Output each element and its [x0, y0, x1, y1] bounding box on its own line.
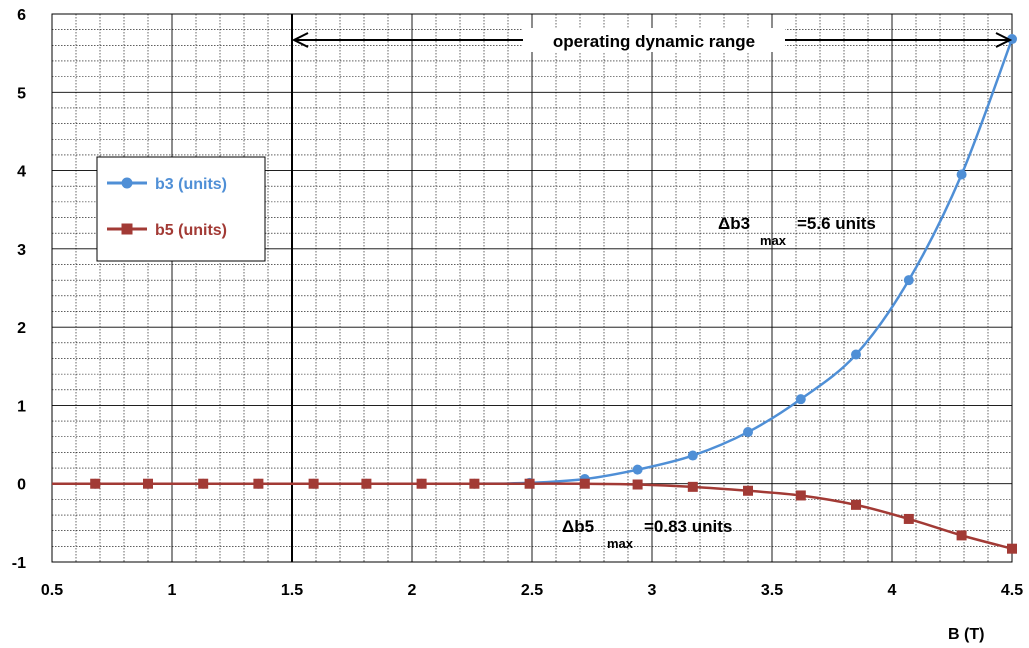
legend-b5-label: b5 (units): [155, 222, 227, 239]
legend-b5-marker: [121, 223, 133, 235]
x-tick-label: 3: [648, 582, 657, 599]
b5-point: [143, 478, 153, 489]
b5-annotation-sub: max: [607, 536, 634, 551]
y-tick-label: 4: [17, 164, 26, 181]
series-layer: [52, 34, 1017, 554]
b3-point: [687, 450, 698, 461]
b5-point: [687, 481, 698, 492]
grid: [52, 14, 1012, 562]
y-tick-label: 6: [17, 7, 26, 24]
y-tick-label: -1: [12, 555, 26, 572]
legend-b3-label: b3 (units): [155, 176, 227, 193]
x-tick-labels: 0.5 1 1.5 2 2.5 3 3.5 4 4.5: [41, 582, 1023, 599]
x-tick-label: 2: [408, 582, 417, 599]
b3-point: [743, 427, 753, 438]
b5-point: [795, 490, 806, 501]
y-tick-label: 1: [17, 398, 26, 415]
b3-point: [1007, 34, 1017, 45]
x-tick-label: 0.5: [41, 582, 63, 599]
dynamic-range-annotation: operating dynamic range: [291, 28, 1013, 52]
b5-point: [743, 485, 753, 496]
b5-point: [90, 478, 101, 489]
b3-point: [956, 169, 967, 180]
b3-point: [903, 275, 914, 286]
b5-point: [1007, 543, 1017, 554]
b3-annotation: Δb3 max =5.6 units: [718, 214, 876, 248]
plot-frame: [51, 13, 1013, 563]
y-tick-label: 3: [17, 242, 26, 259]
b3-point: [795, 394, 806, 405]
b3-annotation-main: Δb3: [718, 214, 750, 233]
y-tick-label: 2: [17, 320, 26, 337]
b3-point: [632, 464, 643, 475]
x-tick-label: 4: [888, 582, 897, 599]
x-tick-label: 1.5: [281, 582, 303, 599]
legend: b3 (units) b5 (units): [96, 156, 266, 262]
x-axis-label: B (T): [948, 626, 984, 643]
b5-annotation-main: Δb5: [562, 517, 594, 536]
x-tick-label: 4.5: [1001, 582, 1023, 599]
b5-annotation: Δb5 max =0.83 units: [562, 517, 732, 551]
b5-point: [851, 499, 861, 510]
x-tick-label: 3.5: [761, 582, 783, 599]
b5-point: [198, 478, 209, 489]
y-tick-label: 5: [17, 85, 26, 102]
y-tick-label: 0: [17, 477, 26, 494]
range-label: operating dynamic range: [553, 32, 755, 51]
b5-point: [632, 479, 643, 490]
b3-annotation-value: =5.6 units: [797, 214, 876, 233]
x-tick-label: 2.5: [521, 582, 543, 599]
x-tick-label: 1: [168, 582, 177, 599]
b5-point: [469, 478, 480, 489]
b5-point: [253, 478, 264, 489]
b3-point: [851, 349, 861, 360]
b5-point: [903, 513, 914, 524]
range-label-bg: [523, 28, 785, 52]
legend-box: [96, 156, 266, 262]
arrow-left-icon: [291, 32, 309, 48]
b5-point: [308, 478, 319, 489]
b5-point: [524, 478, 535, 489]
b5-point: [579, 478, 590, 489]
arrow-right-icon: [995, 32, 1013, 48]
y-tick-labels: -1 0 1 2 3 4 5 6: [12, 7, 26, 572]
b5-point: [956, 530, 967, 541]
b5-annotation-value: =0.83 units: [644, 517, 732, 536]
legend-b3-marker: [121, 177, 133, 189]
b3-annotation-sub: max: [760, 233, 787, 248]
b5-point: [416, 478, 427, 489]
b5-point: [361, 478, 372, 489]
